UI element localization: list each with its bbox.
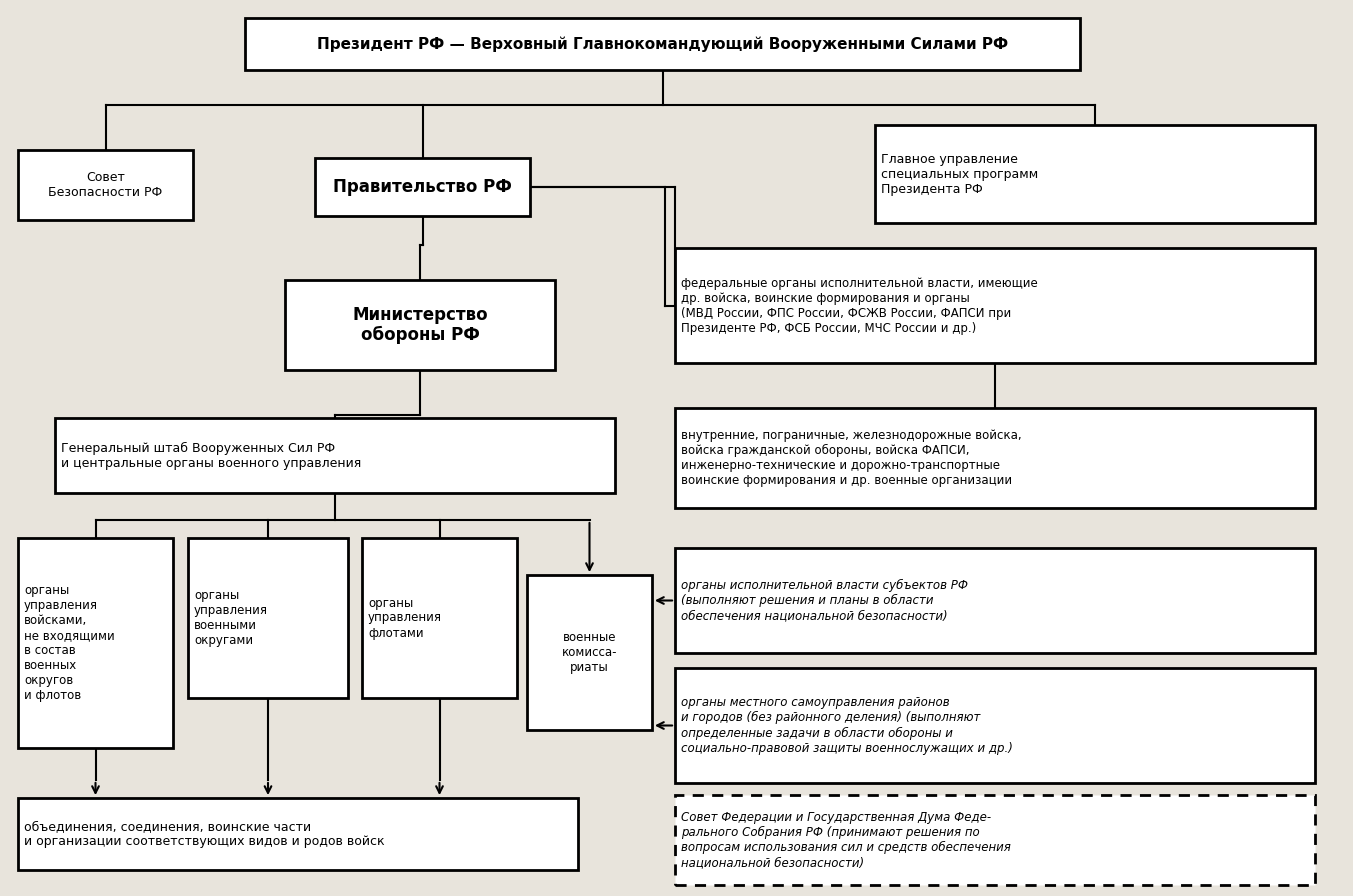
Text: Совет Федерации и Государственная Дума Феде-
рального Собрания РФ (принимают реш: Совет Федерации и Государственная Дума Ф… (681, 811, 1011, 869)
Text: федеральные органы исполнительной власти, имеющие
др. войска, воинские формирова: федеральные органы исполнительной власти… (681, 277, 1038, 334)
Text: органы местного самоуправления районов
и городов (без районного деления) (выполн: органы местного самоуправления районов и… (681, 696, 1013, 754)
Bar (675, 795, 1315, 885)
Bar (188, 538, 348, 698)
Text: военные
комисса-
риаты: военные комисса- риаты (561, 631, 617, 674)
Bar (285, 280, 555, 370)
Text: Совет
Безопасности РФ: Совет Безопасности РФ (49, 171, 162, 199)
Text: органы
управления
военными
округами: органы управления военными округами (193, 589, 268, 647)
Bar (675, 408, 1315, 508)
Text: Президент РФ — Верховный Главнокомандующий Вооруженными Силами РФ: Президент РФ — Верховный Главнокомандующ… (317, 36, 1008, 52)
Bar (315, 158, 530, 216)
Text: Правительство РФ: Правительство РФ (333, 178, 511, 196)
Text: объединения, соединения, воинские части
и организации соответствующих видов и ро: объединения, соединения, воинские части … (24, 820, 384, 848)
Bar (675, 248, 1315, 363)
Bar (363, 538, 517, 698)
Bar (675, 548, 1315, 653)
Bar (55, 418, 616, 493)
Bar (528, 575, 652, 730)
Bar (245, 18, 1080, 70)
Bar (675, 668, 1315, 783)
Text: Министерство
обороны РФ: Министерство обороны РФ (352, 306, 488, 344)
Text: внутренние, пограничные, железнодорожные войска,
войска гражданской обороны, вой: внутренние, пограничные, железнодорожные… (681, 429, 1022, 487)
Bar (18, 538, 173, 748)
Text: Генеральный штаб Вооруженных Сил РФ
и центральные органы военного управления: Генеральный штаб Вооруженных Сил РФ и це… (61, 442, 361, 470)
Bar (875, 125, 1315, 223)
Text: органы
управления
войсками,
не входящими
в состав
военных
округов
и флотов: органы управления войсками, не входящими… (24, 584, 115, 702)
Bar (18, 150, 193, 220)
Text: органы исполнительной власти субъектов РФ
(выполняют решения и планы в области
о: органы исполнительной власти субъектов Р… (681, 579, 967, 622)
Text: Главное управление
специальных программ
Президента РФ: Главное управление специальных программ … (881, 152, 1038, 195)
Text: органы
управления
флотами: органы управления флотами (368, 597, 442, 640)
Bar (18, 798, 578, 870)
